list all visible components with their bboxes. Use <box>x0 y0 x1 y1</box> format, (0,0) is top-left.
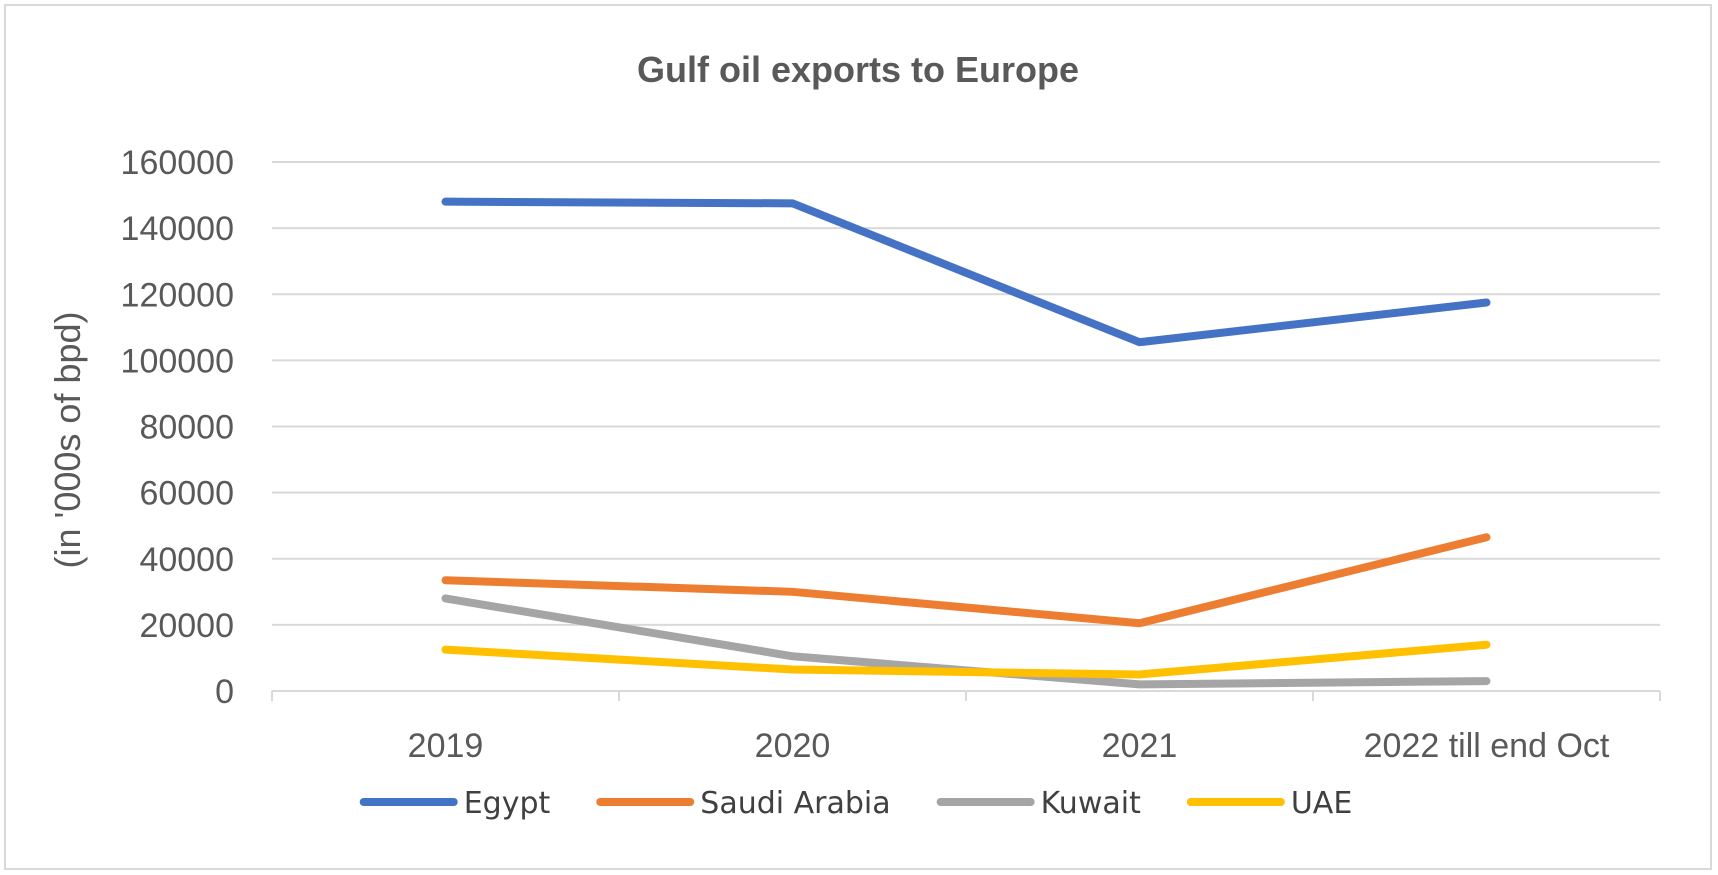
y-tick-label: 40000 <box>139 541 234 579</box>
y-tick-label: 80000 <box>139 409 234 447</box>
legend-item: UAE <box>1186 786 1352 821</box>
legend-label: Egypt <box>464 786 551 821</box>
series-line-egypt <box>441 197 1491 347</box>
y-tick-label: 120000 <box>121 276 234 314</box>
legend-label: Kuwait <box>1041 786 1141 821</box>
legend-label: UAE <box>1291 786 1352 821</box>
legend-item: Saudi Arabia <box>596 786 891 821</box>
y-tick-label: 60000 <box>139 475 234 513</box>
y-axis-label: (in '000s of bpd) <box>47 311 88 568</box>
x-tick-label: 2022 till end Oct <box>1364 727 1610 765</box>
gridlines <box>272 161 1660 626</box>
legend-label: Saudi Arabia <box>700 786 890 821</box>
chart-frame <box>4 4 1712 870</box>
series-line-uae <box>441 640 1491 679</box>
y-tick-label: 140000 <box>121 210 234 248</box>
x-tick-label: 2021 <box>1102 727 1178 765</box>
x-tick-label: 2020 <box>755 727 831 765</box>
y-tick-label: 160000 <box>121 144 234 182</box>
legend-item: Egypt <box>359 786 551 821</box>
x-tick-label: 2019 <box>408 727 484 765</box>
legend-item: Kuwait <box>936 786 1141 821</box>
chart-title: Gulf oil exports to Europe <box>637 49 1079 90</box>
y-tick-label: 100000 <box>121 342 234 380</box>
axes <box>271 690 1661 701</box>
series-line-saudi-arabia <box>441 533 1491 628</box>
legend: Egypt Saudi Arabia Kuwait UAE <box>359 786 1352 821</box>
y-tick-label: 20000 <box>139 607 234 645</box>
y-tick-label: 0 <box>215 673 234 711</box>
tick-labels: 0 20000 40000 60000 80000 100000 120000 140000 1… <box>121 144 1610 765</box>
series-lines <box>441 197 1491 689</box>
